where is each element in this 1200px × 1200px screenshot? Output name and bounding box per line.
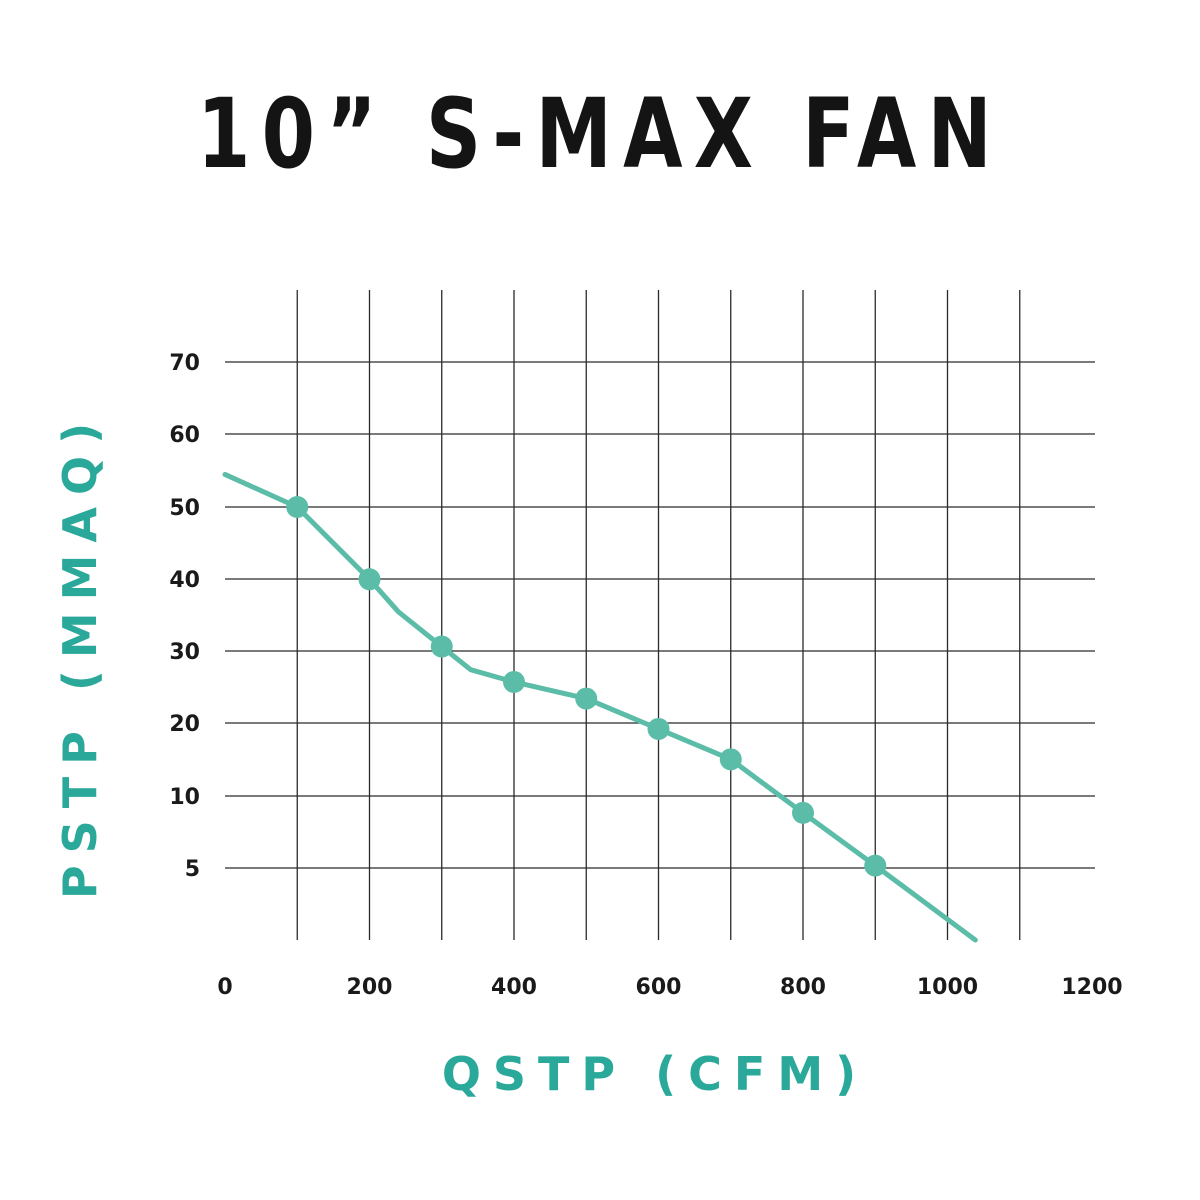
y-tick-label: 30 bbox=[169, 640, 200, 665]
chart-title: 10” S-MAX FAN bbox=[196, 78, 1004, 190]
x-tick-labels: 0 200 400 600 800 1000 1200 bbox=[217, 975, 1122, 1000]
data-point bbox=[575, 687, 598, 710]
series-layer bbox=[222, 471, 978, 943]
data-point bbox=[503, 670, 525, 693]
x-tick-label: 600 bbox=[636, 975, 682, 1000]
y-tick-label: 40 bbox=[169, 568, 200, 593]
y-tick-labels: 70 60 50 40 30 20 10 5 bbox=[169, 351, 200, 882]
x-tick-label: 400 bbox=[491, 975, 537, 1000]
x-tick-label: 1000 bbox=[917, 975, 978, 1000]
y-tick-label: 20 bbox=[169, 712, 200, 737]
x-axis-title: QSTP (CFM) bbox=[442, 1047, 868, 1101]
series-line bbox=[222, 471, 978, 943]
y-tick-label: 60 bbox=[169, 423, 200, 448]
data-point bbox=[719, 748, 742, 771]
data-point bbox=[430, 635, 453, 658]
data-point bbox=[647, 717, 670, 740]
y-axis-title: PSTP (MMAQ) bbox=[53, 411, 107, 899]
y-tick-label: 70 bbox=[169, 351, 200, 376]
x-tick-label: 200 bbox=[347, 975, 393, 1000]
y-tick-label: 10 bbox=[169, 785, 200, 810]
y-tick-label: 5 bbox=[185, 857, 200, 882]
x-tick-label: 1200 bbox=[1061, 975, 1122, 1000]
x-tick-label: 0 bbox=[217, 975, 232, 1000]
y-tick-label: 50 bbox=[169, 496, 200, 521]
data-point bbox=[864, 854, 887, 877]
data-point bbox=[358, 568, 381, 591]
x-tick-label: 800 bbox=[780, 975, 826, 1000]
data-point bbox=[792, 801, 814, 824]
data-point bbox=[286, 496, 309, 518]
grid bbox=[225, 290, 1095, 940]
